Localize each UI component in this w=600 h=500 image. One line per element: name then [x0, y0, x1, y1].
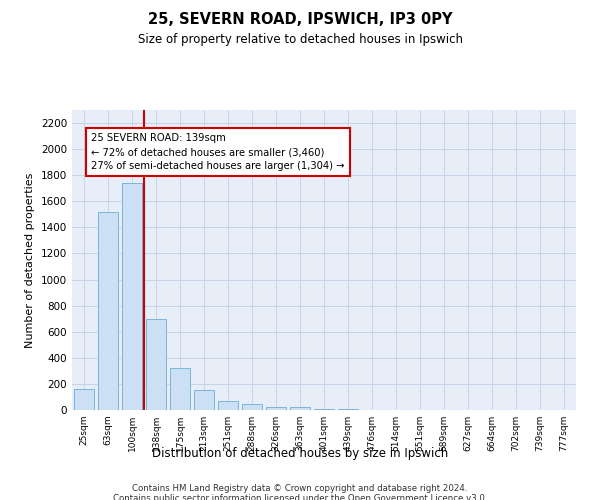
Text: Contains HM Land Registry data © Crown copyright and database right 2024.: Contains HM Land Registry data © Crown c… [132, 484, 468, 493]
Bar [218, 401, 238, 410]
Text: Size of property relative to detached houses in Ipswich: Size of property relative to detached ho… [137, 32, 463, 46]
Bar [146, 318, 166, 410]
Bar [122, 183, 142, 410]
Bar [194, 390, 214, 410]
Bar [242, 404, 262, 410]
Text: 25, SEVERN ROAD, IPSWICH, IP3 0PY: 25, SEVERN ROAD, IPSWICH, IP3 0PY [148, 12, 452, 28]
Y-axis label: Number of detached properties: Number of detached properties [25, 172, 35, 348]
Bar [314, 408, 334, 410]
Bar [290, 408, 310, 410]
Text: Contains public sector information licensed under the Open Government Licence v3: Contains public sector information licen… [113, 494, 487, 500]
Bar [74, 389, 94, 410]
Bar [266, 406, 286, 410]
Bar [170, 368, 190, 410]
Text: 25 SEVERN ROAD: 139sqm
← 72% of detached houses are smaller (3,460)
27% of semi-: 25 SEVERN ROAD: 139sqm ← 72% of detached… [91, 134, 344, 172]
Bar [98, 212, 118, 410]
Text: Distribution of detached houses by size in Ipswich: Distribution of detached houses by size … [152, 448, 448, 460]
